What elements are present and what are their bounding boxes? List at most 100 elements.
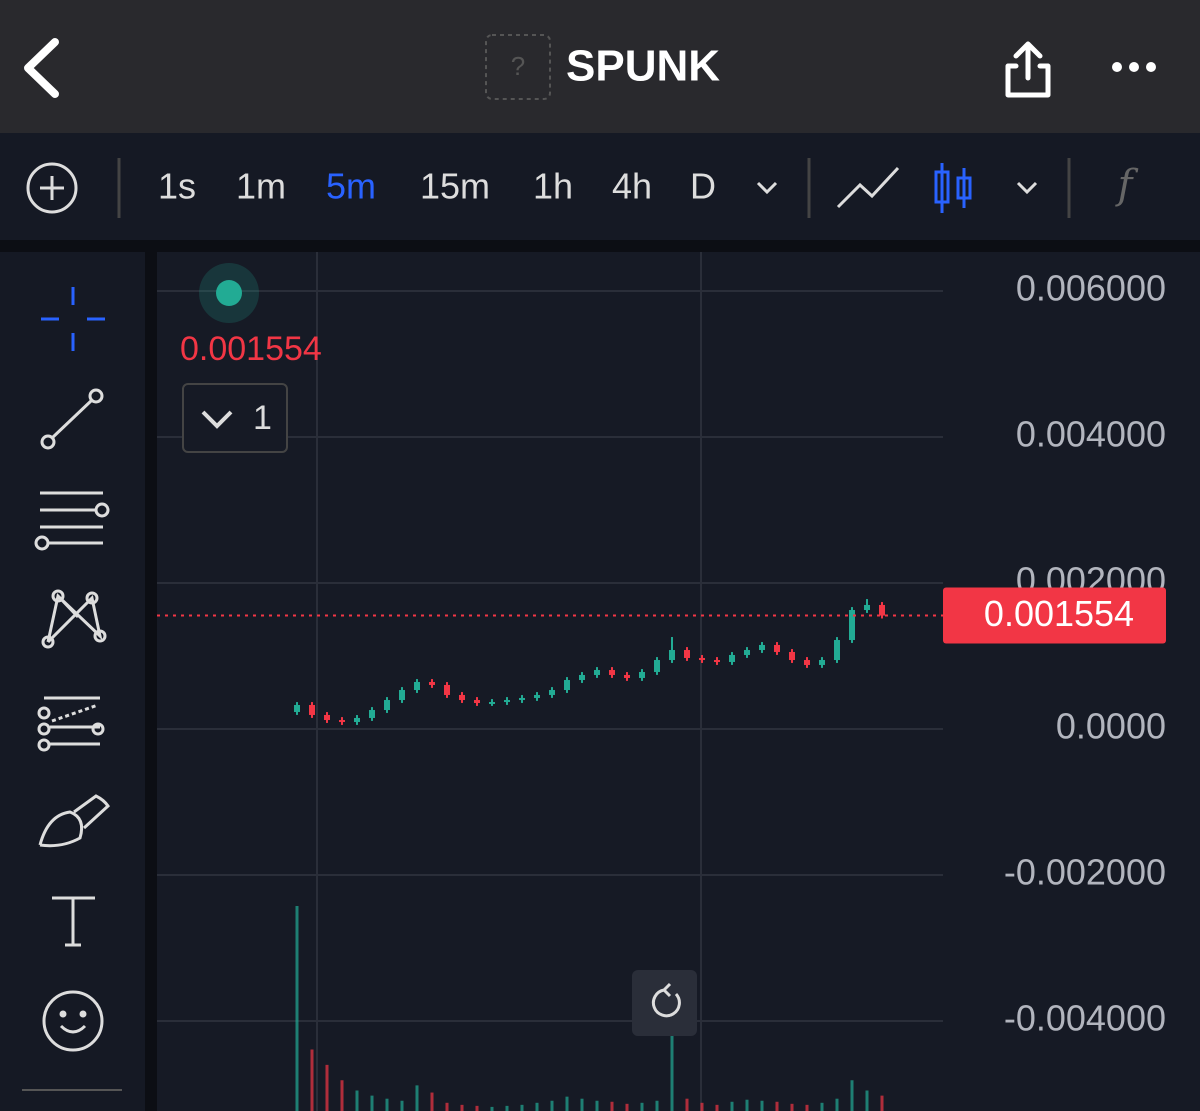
candle-body [384,700,390,711]
trendline-tool[interactable] [40,388,104,450]
header-bar [0,0,1200,133]
title: SPUNK [566,42,720,91]
candle-body [294,704,300,712]
legend-count: 1 [253,399,272,437]
volume-bar [700,1102,704,1111]
add-indicator[interactable] [26,162,78,214]
candle-body [444,684,450,695]
candle-body [594,670,600,675]
volume-bar [340,1080,344,1111]
volume-bar [310,1049,314,1111]
volume-bar [460,1104,464,1111]
volume-bar [775,1101,779,1111]
volume-bar [295,906,299,1111]
candle-body [579,674,585,681]
volume-bar [835,1098,839,1111]
y-tick-label: -0.004000 [1004,998,1166,1039]
candle-body [564,680,570,691]
y-tick-label: -0.002000 [1004,852,1166,893]
volume-bar [505,1105,509,1111]
token-icon-mark: ? [511,51,525,81]
volume-bar [370,1095,374,1111]
fib-tool[interactable] [34,491,110,551]
legend-price: 0.001554 [180,330,322,368]
volume-bar [415,1085,419,1111]
y-tick-label: 0.006000 [1016,268,1166,309]
token-icon [485,34,551,100]
volume-bar [685,1098,689,1111]
chart-type-dropdown[interactable] [1016,181,1038,195]
volume-bar [880,1095,884,1111]
volume-bar [355,1090,359,1111]
live-indicator [216,280,242,306]
candle-body [549,690,555,695]
brush-tool[interactable] [38,794,110,848]
volume-bar [670,1034,674,1111]
text-tool[interactable] [52,896,95,947]
interval-button[interactable]: 4h [612,166,652,207]
interval-button[interactable]: 1m [236,166,286,207]
volume-bar [385,1098,389,1111]
pattern-tool[interactable] [41,589,107,649]
more-button[interactable] [1112,62,1156,72]
drawing-sidebar [0,252,145,1111]
back-button[interactable] [24,38,59,98]
line-chart-button[interactable] [836,166,900,209]
volume-bar [595,1100,599,1111]
candle-body [669,650,675,661]
interval-button[interactable]: 5m [326,166,376,207]
volume-bar [490,1106,494,1111]
volume-bar [805,1104,809,1111]
candle-body [489,701,495,704]
candle-body [759,644,765,651]
volume-bar [445,1102,449,1111]
interval-button[interactable]: 1s [158,166,196,207]
volume-bar [790,1103,794,1111]
volume-bar [535,1102,539,1111]
candle-body [414,681,420,691]
candle-body [459,694,465,701]
candle-body [879,604,885,616]
candle-body [354,717,360,722]
volume-bar [730,1101,734,1111]
volume-bar [550,1100,554,1111]
volume-bar [520,1104,524,1111]
volume-bar [640,1102,644,1111]
legend-toggle-chevron [201,410,233,429]
volume-bar [865,1090,869,1111]
chart-area [157,252,1200,1111]
candle-body [804,660,810,665]
volume-bar [745,1099,749,1111]
candle-body [474,700,480,704]
y-tick-label: 0.0000 [1056,706,1166,747]
interval-button[interactable]: 15m [420,166,490,207]
last-price-tag [943,587,1166,644]
reset-icon [651,982,681,1018]
volume-bar [850,1080,854,1111]
projection-tool[interactable] [37,696,105,752]
volume-bar [655,1100,659,1111]
candle-body [309,704,315,715]
interval-dropdown[interactable] [756,181,778,195]
volume-bar [400,1100,404,1111]
crosshair-tool[interactable] [41,287,105,351]
legend-toggle[interactable] [182,383,288,453]
candle-body [324,714,330,721]
candle-chart-button[interactable] [934,163,972,213]
candle-body [369,710,375,718]
volume-bar [565,1096,569,1111]
candle-body [609,670,615,675]
share-button[interactable] [1005,41,1051,98]
volume-bar [625,1103,629,1111]
volume-bar [475,1105,479,1111]
candle-body [504,700,510,703]
interval-button[interactable]: 1h [533,166,573,207]
interval-button[interactable]: D [690,166,716,207]
candle-body [849,610,855,641]
emoji-tool[interactable] [42,990,104,1052]
reset-button[interactable] [632,970,697,1036]
candle-body [729,654,735,662]
candle-body [654,660,660,672]
candle-body [789,651,795,661]
